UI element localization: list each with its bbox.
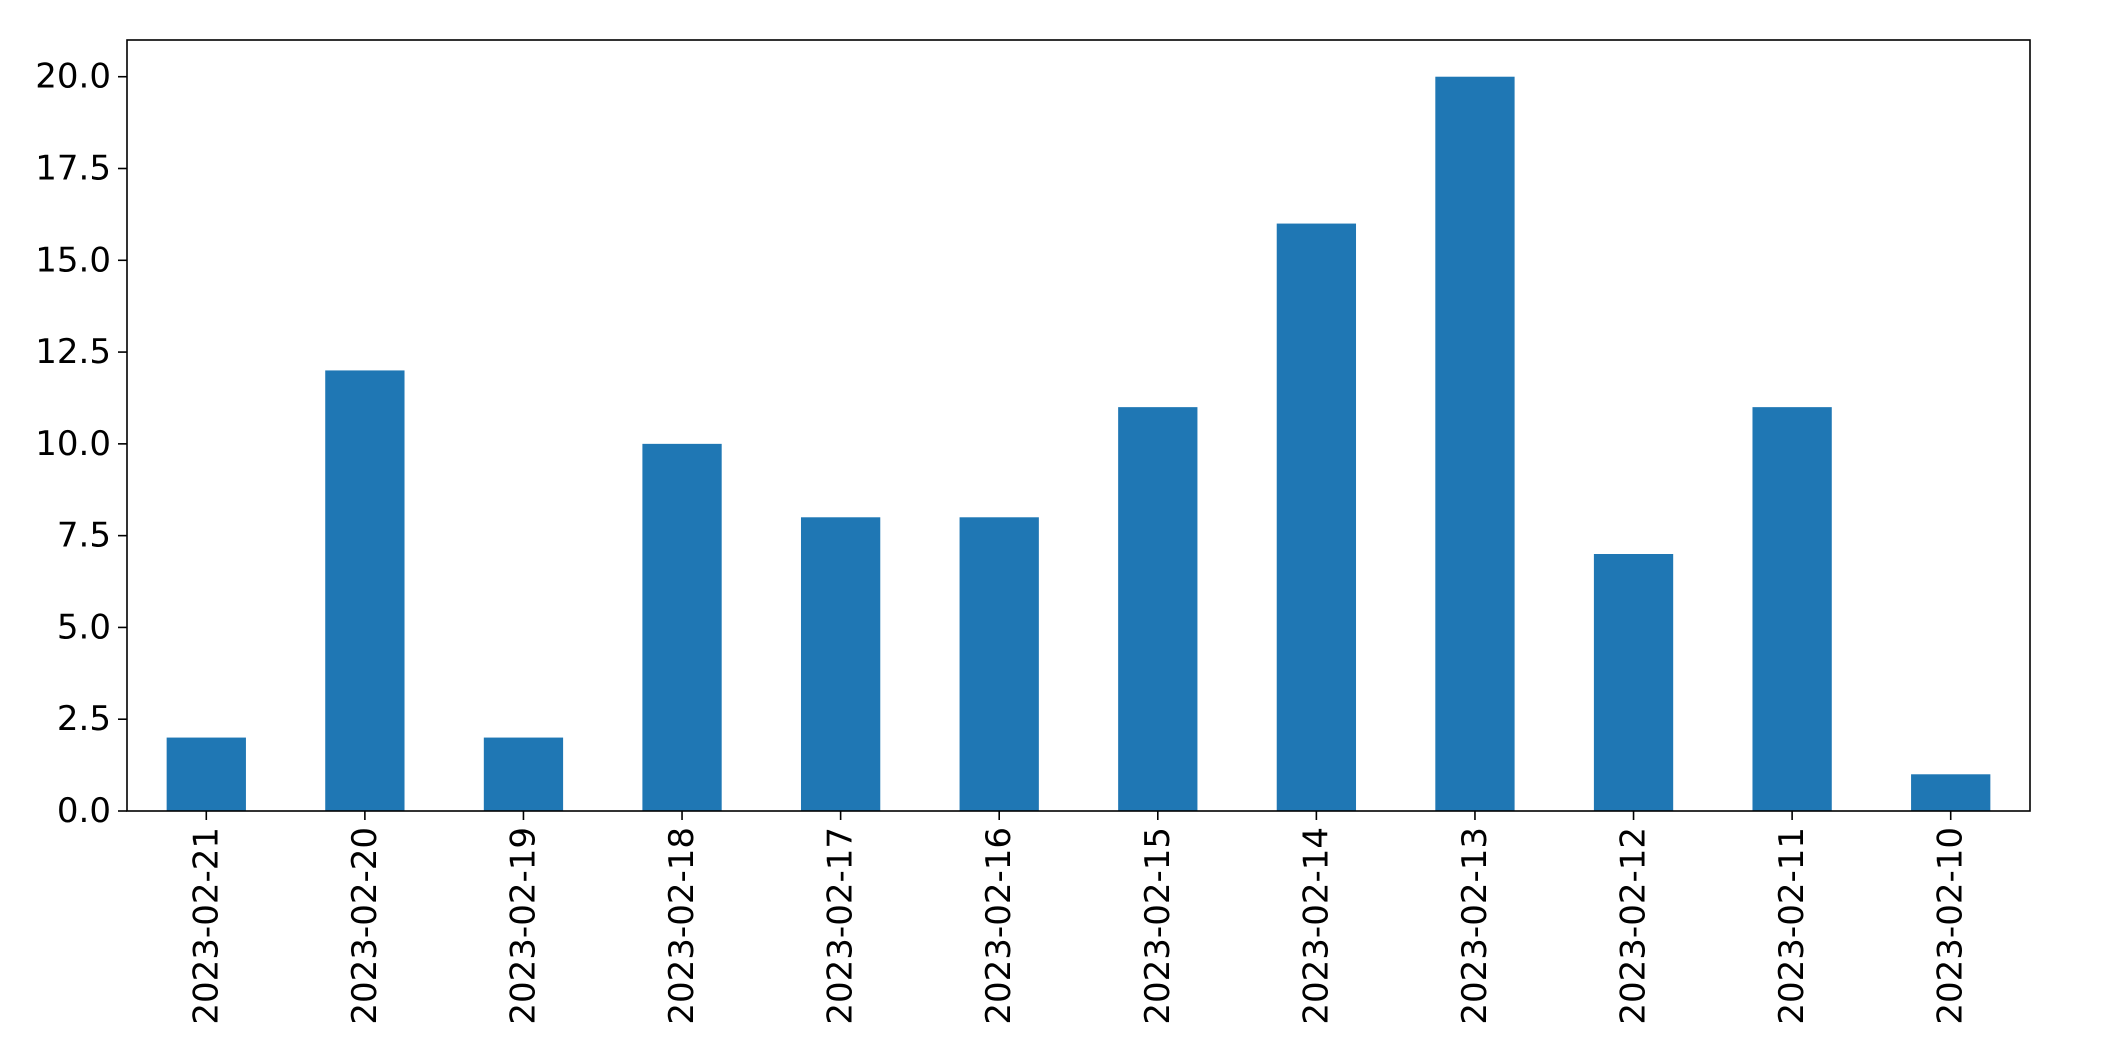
bar-2023-02-11 (1752, 407, 1832, 811)
y-axis: 0.0 2.5 5.0 7.5 10.0 12.5 15.0 17.5 20.0 (35, 57, 127, 831)
bar-2023-02-14 (1276, 223, 1357, 812)
y-tick-label: 15.0 (35, 240, 111, 280)
bar-2023-02-21 (166, 737, 246, 811)
x-tick-label: 2023-02-17 (821, 827, 861, 1025)
x-tick-label: 2023-02-16 (979, 827, 1019, 1025)
bar-2023-02-10 (1911, 774, 1991, 811)
y-tick-label: 10.0 (35, 424, 111, 464)
x-tick-label: 2023-02-10 (1931, 827, 1971, 1025)
x-tick-label: 2023-02-11 (1772, 827, 1812, 1025)
y-tick-label: 7.5 (57, 516, 111, 556)
x-tick-label: 2023-02-18 (662, 827, 702, 1025)
bar-2023-02-20 (325, 370, 405, 811)
bar-2023-02-13 (1435, 76, 1515, 811)
bar-2023-02-18 (642, 443, 722, 811)
x-tick-label: 2023-02-13 (1455, 827, 1495, 1025)
x-axis: 2023-02-21 2023-02-20 2023-02-19 2023-02-18… (186, 811, 1971, 1025)
bar-2023-02-17 (800, 517, 881, 811)
plot-frame (126, 39, 2031, 812)
y-tick-label: 17.5 (35, 149, 111, 189)
bar-2023-02-16 (959, 517, 1039, 811)
bar-2023-02-12 (1593, 554, 1674, 811)
bar-2023-02-15 (1118, 407, 1198, 811)
y-tick-label: 12.5 (35, 332, 111, 372)
x-tick-label: 2023-02-14 (1296, 827, 1336, 1025)
y-tick-label: 0.0 (57, 791, 111, 831)
y-tick-label: 2.5 (57, 699, 111, 739)
y-tick-label: 5.0 (57, 607, 111, 647)
bar-2023-02-19 (483, 737, 564, 811)
x-tick-label: 2023-02-19 (503, 827, 543, 1025)
x-tick-label: 2023-02-21 (186, 827, 226, 1025)
bars-layer (166, 76, 1991, 812)
x-tick-label: 2023-02-15 (1138, 827, 1178, 1025)
y-tick-label: 20.0 (35, 57, 111, 97)
x-tick-label: 2023-02-20 (345, 827, 385, 1025)
x-tick-label: 2023-02-12 (1614, 827, 1654, 1025)
